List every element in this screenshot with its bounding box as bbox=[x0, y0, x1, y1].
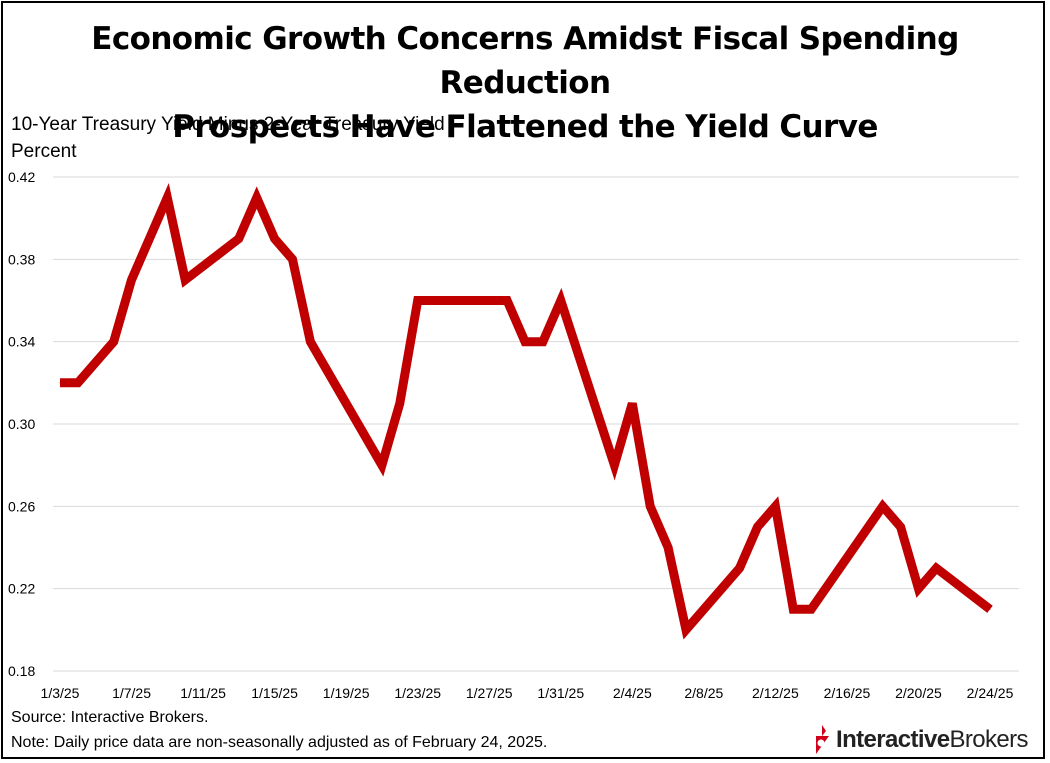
y-tick-label: 0.38 bbox=[8, 251, 35, 267]
x-axis-ticks: 1/3/25 1/7/25 1/11/25 1/15/25 1/19/25 1/23/25… bbox=[41, 685, 1014, 701]
gridlines bbox=[53, 176, 1019, 672]
data-point bbox=[757, 526, 758, 528]
data-point bbox=[435, 300, 437, 301]
x-tick-label: 2/20/25 bbox=[895, 685, 942, 701]
data-point bbox=[381, 464, 383, 466]
data-point bbox=[560, 300, 562, 301]
data-point bbox=[882, 505, 884, 507]
data-point bbox=[774, 505, 776, 507]
data-point bbox=[131, 279, 133, 281]
interactive-brokers-logo: InteractiveBrokers bbox=[813, 724, 1029, 756]
data-point bbox=[524, 341, 526, 343]
data-note: Note: Daily price data are non-seasonall… bbox=[11, 734, 548, 751]
y-tick-label: 0.30 bbox=[8, 416, 35, 432]
title-line-2: Prospects Have Flattened the Yield Curve bbox=[172, 109, 878, 145]
y-tick-label: 0.34 bbox=[8, 334, 35, 350]
x-tick-label: 1/3/25 bbox=[41, 685, 80, 701]
data-point bbox=[989, 608, 991, 610]
data-point bbox=[792, 608, 794, 610]
title-line-1: Economic Growth Concerns Amidst Fiscal S… bbox=[91, 21, 959, 101]
data-point bbox=[739, 567, 741, 569]
y-tick-label: 0.22 bbox=[8, 581, 35, 597]
data-point bbox=[900, 526, 902, 528]
x-tick-label: 1/11/25 bbox=[180, 685, 226, 701]
interactive-brokers-logo-icon bbox=[816, 725, 829, 754]
source-note: Source: Interactive Brokers. bbox=[11, 709, 209, 726]
data-point bbox=[113, 341, 115, 343]
data-point bbox=[309, 341, 311, 343]
data-point bbox=[613, 464, 615, 466]
logo-text: InteractiveBrokers bbox=[836, 726, 1029, 754]
y-tick-label: 0.18 bbox=[8, 663, 35, 679]
data-point bbox=[631, 402, 633, 404]
y-tick-label: 0.42 bbox=[8, 169, 35, 185]
data-point bbox=[184, 279, 186, 281]
data-point bbox=[59, 382, 61, 384]
data-point bbox=[417, 300, 419, 301]
x-tick-label: 2/4/25 bbox=[613, 685, 652, 701]
x-tick-label: 1/19/25 bbox=[323, 685, 370, 701]
x-tick-label: 2/8/25 bbox=[684, 685, 723, 701]
data-point bbox=[238, 238, 240, 240]
y-axis-unit: Percent bbox=[11, 141, 77, 162]
y-tick-label: 0.26 bbox=[8, 498, 35, 514]
data-point bbox=[399, 402, 401, 404]
series-group bbox=[59, 183, 993, 640]
data-point bbox=[166, 197, 168, 199]
data-point bbox=[506, 300, 508, 301]
y-axis-ticks: 0.18 0.22 0.26 0.30 0.34 0.38 0.42 bbox=[8, 169, 35, 679]
data-point bbox=[274, 238, 276, 240]
x-tick-label: 2/12/25 bbox=[752, 685, 799, 701]
data-point bbox=[542, 341, 544, 343]
series-line bbox=[60, 183, 993, 640]
data-point bbox=[917, 588, 919, 590]
x-tick-label: 1/27/25 bbox=[466, 685, 513, 701]
data-point bbox=[488, 300, 490, 301]
x-tick-label: 1/15/25 bbox=[251, 685, 298, 701]
chart-title: Economic Growth Concerns Amidst Fiscal S… bbox=[3, 17, 1047, 149]
data-point bbox=[810, 608, 812, 610]
x-tick-label: 2/16/25 bbox=[824, 685, 871, 701]
data-point bbox=[256, 197, 258, 199]
data-point bbox=[292, 258, 293, 260]
data-point bbox=[667, 547, 669, 548]
logo-text-bold: Interactive bbox=[836, 726, 950, 753]
x-tick-label: 1/23/25 bbox=[394, 685, 441, 701]
series-description: 10-Year Treasury Yield Minus 2-Year Trea… bbox=[11, 114, 445, 135]
x-tick-label: 1/7/25 bbox=[112, 685, 151, 701]
data-point bbox=[649, 505, 651, 507]
logo-text-regular: Brokers bbox=[949, 726, 1028, 753]
x-tick-label: 2/24/25 bbox=[967, 685, 1014, 701]
data-point bbox=[935, 567, 937, 569]
data-point bbox=[685, 629, 687, 631]
data-point bbox=[77, 382, 79, 384]
x-tick-label: 1/31/25 bbox=[537, 685, 584, 701]
